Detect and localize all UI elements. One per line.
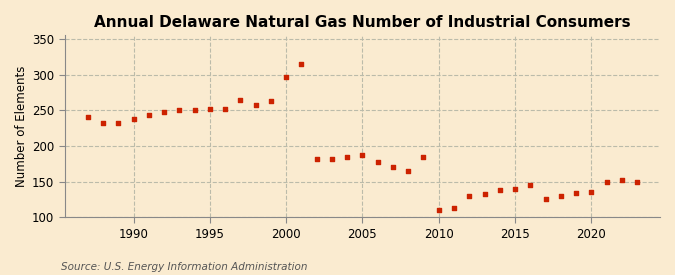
Point <box>235 97 246 102</box>
Point <box>418 155 429 159</box>
Point <box>189 108 200 112</box>
Title: Annual Delaware Natural Gas Number of Industrial Consumers: Annual Delaware Natural Gas Number of In… <box>94 15 630 30</box>
Point <box>159 110 169 115</box>
Point <box>296 62 306 66</box>
Point <box>433 208 444 212</box>
Point <box>586 190 597 194</box>
Point <box>570 191 581 195</box>
Point <box>250 103 261 108</box>
Point <box>464 194 475 198</box>
Point <box>82 115 93 120</box>
Point <box>174 108 185 112</box>
Point <box>281 75 292 79</box>
Point <box>98 121 109 125</box>
Point <box>311 156 322 161</box>
Point <box>265 99 276 103</box>
Point <box>556 194 566 198</box>
Point <box>357 152 368 157</box>
Y-axis label: Number of Elements: Number of Elements <box>15 66 28 187</box>
Point <box>403 169 414 173</box>
Point <box>525 183 536 188</box>
Point <box>128 117 139 121</box>
Point <box>219 107 230 111</box>
Point <box>510 186 520 191</box>
Point <box>373 160 383 164</box>
Text: Source: U.S. Energy Information Administration: Source: U.S. Energy Information Administ… <box>61 262 307 272</box>
Point <box>342 155 352 159</box>
Point <box>387 165 398 170</box>
Point <box>449 206 460 210</box>
Point <box>327 156 338 161</box>
Point <box>601 180 612 184</box>
Point <box>540 197 551 201</box>
Point <box>632 180 643 184</box>
Point <box>616 177 627 182</box>
Point <box>205 107 215 111</box>
Point <box>479 192 490 196</box>
Point <box>113 121 124 125</box>
Point <box>143 112 154 117</box>
Point <box>494 188 505 192</box>
